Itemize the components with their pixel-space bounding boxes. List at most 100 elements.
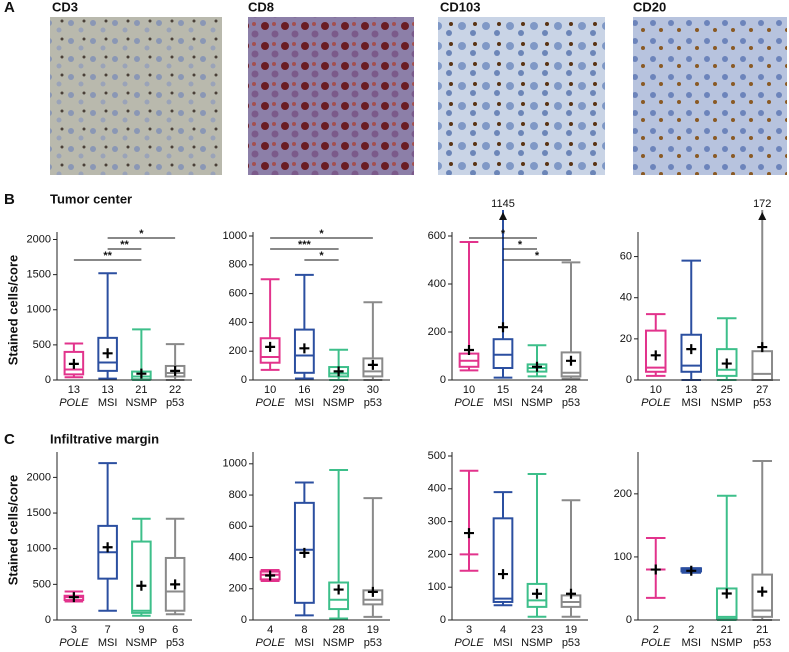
x-tick-label: MSI <box>681 397 701 409</box>
y-tick-label: 100 <box>428 581 446 593</box>
group-n: 27 <box>756 384 768 396</box>
mean-marker <box>367 359 378 370</box>
y-tick-label: 1000 <box>223 230 247 242</box>
mean-marker <box>170 579 181 590</box>
x-tick-label: MSI <box>295 637 315 649</box>
y-tick-label: 1500 <box>27 507 51 519</box>
group-n: 3 <box>466 624 472 636</box>
y-tick-label: 400 <box>229 551 247 563</box>
mean-marker <box>136 368 147 379</box>
off-scale-label: 172 <box>753 198 771 210</box>
x-tick-label: p53 <box>364 397 382 409</box>
y-tick-label: 500 <box>33 578 51 590</box>
box <box>293 501 315 604</box>
mean-marker <box>68 358 79 369</box>
box <box>526 582 548 608</box>
y-tick-label: 500 <box>33 339 51 351</box>
box <box>362 357 384 378</box>
group-n: 10 <box>264 384 276 396</box>
x-tick-label: p53 <box>753 637 771 649</box>
image-title: CD3 <box>52 0 78 14</box>
mean-marker <box>650 564 661 575</box>
significance-label: * <box>518 239 523 251</box>
group-n: 4 <box>267 624 273 636</box>
box <box>680 333 703 373</box>
x-tick-label: p53 <box>364 637 382 649</box>
group-n: 13 <box>685 384 697 396</box>
x-tick-label: p53 <box>562 397 580 409</box>
y-tick-label: 0 <box>241 374 247 386</box>
row-title: Tumor center <box>50 191 132 206</box>
y-tick-label: 0 <box>440 374 446 386</box>
x-tick-label: NSMP <box>521 397 553 409</box>
y-tick-label: 200 <box>428 326 446 338</box>
x-tick-label: POLE <box>255 397 285 409</box>
mean-marker <box>464 345 474 355</box>
group-n: 21 <box>756 624 768 636</box>
y-tick-label: 0 <box>440 614 446 626</box>
y-tick-label: 800 <box>229 489 247 501</box>
x-tick-label: POLE <box>454 397 484 409</box>
x-tick-label: POLE <box>59 637 89 649</box>
mean-marker <box>68 592 79 603</box>
x-tick-label: MSI <box>681 637 701 649</box>
group-n: 21 <box>721 624 733 636</box>
x-tick-label: POLE <box>255 637 285 649</box>
group-n: 13 <box>102 384 114 396</box>
y-tick-label: 1000 <box>223 458 247 470</box>
y-tick-label: 0 <box>241 614 247 626</box>
group-n: 10 <box>650 384 662 396</box>
box <box>715 348 738 377</box>
group-n: 24 <box>531 384 543 396</box>
x-tick-label: POLE <box>454 637 484 649</box>
micrograph <box>633 17 787 175</box>
group-n: 7 <box>105 624 111 636</box>
x-tick-label: POLE <box>59 397 89 409</box>
mean-marker <box>566 588 576 599</box>
significance-label: * <box>319 228 324 240</box>
image-title: CD103 <box>440 0 480 14</box>
box <box>293 328 315 374</box>
mean-marker <box>650 350 661 361</box>
y-tick-label: 600 <box>229 520 247 532</box>
group-n: 28 <box>333 624 345 636</box>
box <box>259 337 281 364</box>
mean-marker <box>566 355 576 366</box>
x-tick-label: POLE <box>641 397 671 409</box>
group-n: 6 <box>172 624 178 636</box>
x-tick-label: NSMP <box>323 397 355 409</box>
y-tick-label: 600 <box>229 288 247 300</box>
mean-marker <box>136 580 147 591</box>
x-tick-label: MSI <box>493 397 513 409</box>
image-title: CD20 <box>633 0 666 14</box>
mean-marker <box>498 569 508 580</box>
y-tick-label: 60 <box>620 250 632 262</box>
mean-marker <box>721 588 732 599</box>
y-tick-label: 2000 <box>27 233 51 245</box>
box <box>63 350 85 376</box>
mean-marker <box>757 586 768 597</box>
x-tick-label: p53 <box>562 637 580 649</box>
group-n: 30 <box>367 384 379 396</box>
y-tick-label: 1500 <box>27 269 51 281</box>
box <box>560 351 582 378</box>
y-axis-label: Stained cells/core <box>5 475 20 586</box>
box <box>751 573 774 618</box>
y-axis-label: Stained cells/core <box>5 255 20 366</box>
group-n: 22 <box>169 384 181 396</box>
mean-marker <box>102 348 113 359</box>
mean-marker <box>265 570 276 581</box>
group-n: 19 <box>367 624 379 636</box>
box <box>492 338 514 370</box>
micrograph <box>438 17 605 175</box>
mean-marker <box>367 586 378 597</box>
group-n: 9 <box>138 624 144 636</box>
mean-marker <box>102 542 113 553</box>
plot <box>459 469 582 618</box>
mean-marker <box>265 341 276 352</box>
y-tick-label: 200 <box>229 345 247 357</box>
y-tick-label: 200 <box>229 583 247 595</box>
box <box>328 581 350 611</box>
box <box>644 329 667 373</box>
